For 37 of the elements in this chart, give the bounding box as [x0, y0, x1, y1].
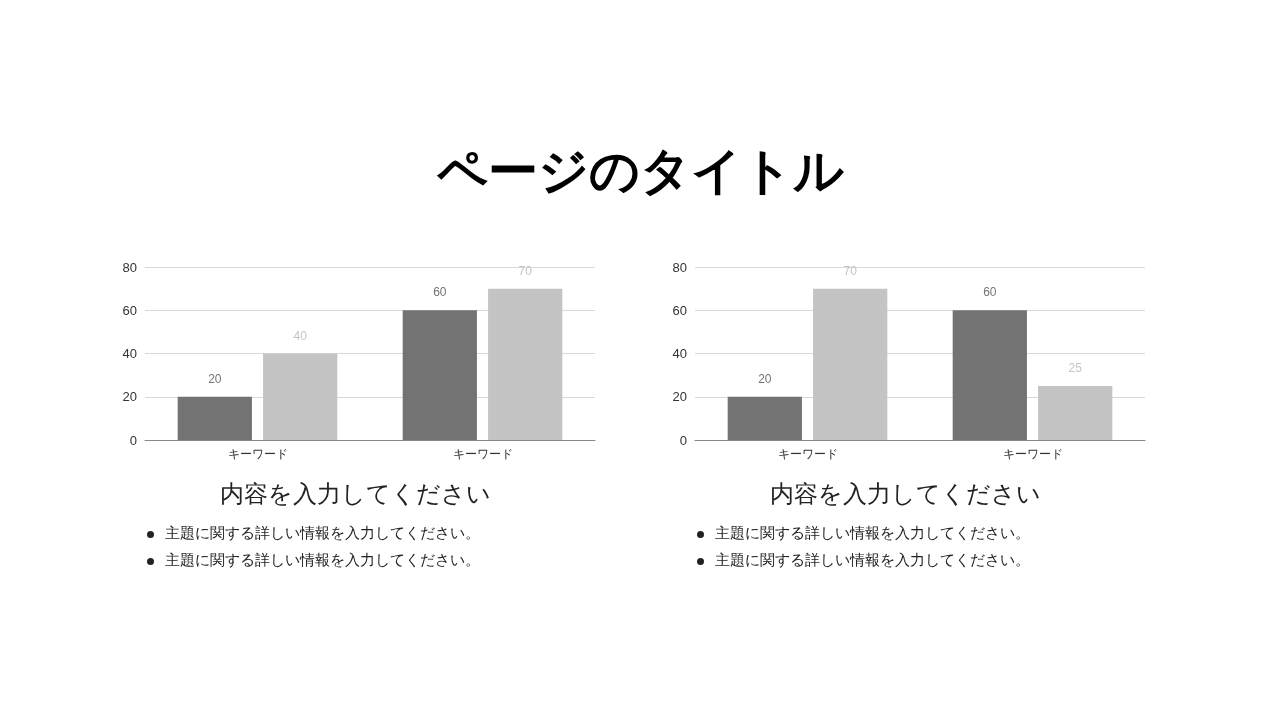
bar	[402, 310, 477, 440]
data-label: 40	[293, 328, 308, 343]
y-tick-label: 80	[122, 259, 137, 275]
bar	[727, 396, 802, 440]
text: 主題に関する詳しい情報を入力してください。	[714, 551, 1031, 570]
text: 主題に関する詳しい情報を入力してください。	[714, 524, 1031, 543]
x-tick-label: キーワード	[1002, 447, 1063, 461]
text: 内容を入力してください	[218, 479, 492, 510]
bar	[263, 353, 338, 440]
y-tick-label: 60	[122, 302, 137, 318]
bar	[952, 310, 1027, 440]
x-tick-label: キーワード	[227, 447, 288, 461]
data-label: 70	[518, 263, 533, 278]
y-tick-label: 80	[672, 259, 687, 275]
text: 主題に関する詳しい情報を入力してください。	[164, 524, 481, 543]
y-tick-label: 40	[122, 346, 137, 361]
bar	[813, 288, 888, 440]
y-tick-label: 20	[122, 389, 137, 405]
chart-title: ページのタイトル	[435, 141, 845, 202]
bar	[1038, 385, 1113, 440]
y-tick-label: 40	[672, 346, 687, 361]
y-tick-label: 60	[672, 302, 687, 318]
text: 内容を入力してください	[768, 479, 1042, 510]
data-label: 60	[983, 285, 997, 300]
text: 主題に関する詳しい情報を入力してください。	[164, 551, 481, 570]
data-label: 20	[758, 371, 772, 386]
y-tick-label: 0	[679, 432, 687, 448]
x-tick-label: キーワード	[452, 447, 513, 461]
data-label: 20	[208, 371, 222, 386]
bar	[177, 396, 252, 440]
data-label: 60	[433, 285, 447, 300]
y-tick-label: 0	[129, 432, 137, 448]
data-label: 70	[843, 263, 858, 278]
bar	[488, 288, 563, 440]
y-tick-label: 20	[672, 389, 687, 405]
data-label: 25	[1068, 360, 1083, 375]
x-tick-label: キーワード	[777, 447, 838, 461]
